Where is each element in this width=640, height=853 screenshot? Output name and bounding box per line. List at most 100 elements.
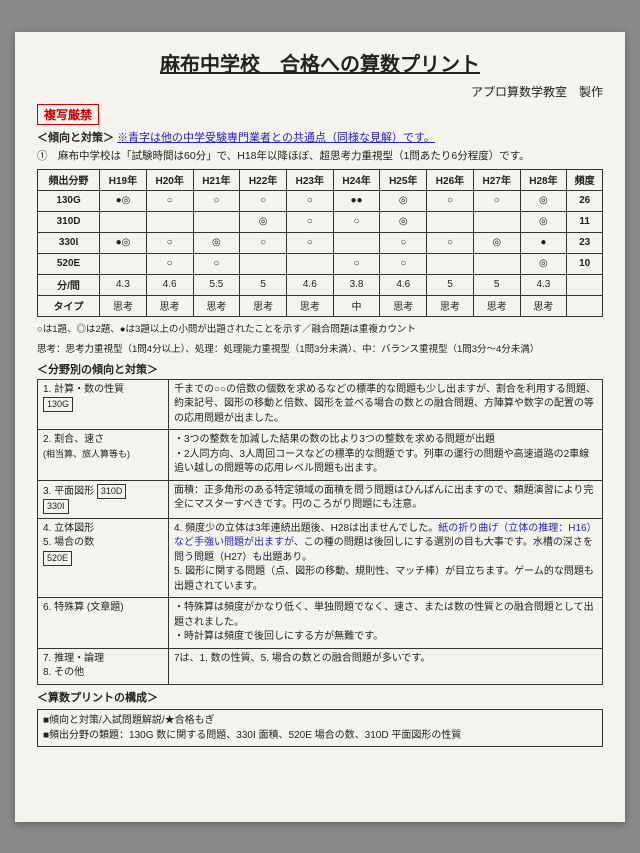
freq-data-cell: ○ bbox=[427, 232, 474, 253]
note-line-1: ① 麻布中学校は「試験時間は60分」で、H18年以降ほぼ、超思考力重視型（1問あ… bbox=[37, 148, 603, 163]
freq-data-cell: 3.8 bbox=[333, 274, 380, 295]
freq-data-cell: 4.6 bbox=[286, 274, 333, 295]
composition-heading: ＜算数プリントの構成＞ bbox=[37, 689, 603, 705]
freq-data-cell: 5 bbox=[473, 274, 520, 295]
freq-data-cell: 4.3 bbox=[520, 274, 567, 295]
freq-data-cell: ○ bbox=[286, 190, 333, 211]
freq-header-cell: H21年 bbox=[193, 169, 240, 190]
freq-data-cell: ○ bbox=[193, 190, 240, 211]
freq-data-cell: ○ bbox=[380, 232, 427, 253]
freq-data-cell: 中 bbox=[333, 295, 380, 316]
document-paper: 麻布中学校 合格への算数プリント アプロ算数学教室 製作 複写厳禁 ＜傾向と対策… bbox=[15, 32, 625, 822]
freq-header-cell: 頻度 bbox=[567, 169, 603, 190]
freq-data-cell: ○ bbox=[333, 253, 380, 274]
freq-count-cell bbox=[567, 274, 603, 295]
freq-data-cell: 5.5 bbox=[193, 274, 240, 295]
freq-data-cell: 思考 bbox=[193, 295, 240, 316]
freq-category-cell: 130G bbox=[38, 190, 100, 211]
freq-data-cell: 思考 bbox=[380, 295, 427, 316]
freq-data-cell bbox=[473, 211, 520, 232]
freq-header-cell: H19年 bbox=[100, 169, 147, 190]
trend-heading: ＜傾向と対策＞ ※青字は他の中学受験専門業者との共通点（同様な見解）です。 bbox=[37, 129, 603, 145]
freq-data-cell bbox=[427, 211, 474, 232]
freq-data-cell: ● bbox=[520, 232, 567, 253]
freq-data-cell: ●◎ bbox=[100, 232, 147, 253]
page-title: 麻布中学校 合格への算数プリント bbox=[37, 48, 603, 77]
composition-line-2: ■頻出分野の類題：130G 数に関する問題、330I 面積、520E 場合の数、… bbox=[43, 728, 597, 743]
freq-data-cell bbox=[193, 211, 240, 232]
topic-label-cell: 4. 立体図形5. 場合の数520E bbox=[38, 518, 169, 598]
topics-heading: ＜分野別の傾向と対策＞ bbox=[37, 361, 603, 377]
freq-data-cell: ◎ bbox=[193, 232, 240, 253]
credit-line: アプロ算数学教室 製作 bbox=[37, 83, 603, 100]
freq-count-cell bbox=[567, 295, 603, 316]
freq-data-cell bbox=[473, 253, 520, 274]
topic-text-cell: 面積：正多角形のある特定領域の面積を問う問題はひんぱんに出ますので、類題演習によ… bbox=[169, 480, 603, 518]
freq-header-cell: H23年 bbox=[286, 169, 333, 190]
topic-row: 3. 平面図形 310D330I面積：正多角形のある特定領域の面積を問う問題はひ… bbox=[38, 480, 603, 518]
freq-count-cell: 23 bbox=[567, 232, 603, 253]
frequency-table: 頻出分野H19年H20年H21年H22年H23年H24年H25年H26年H27年… bbox=[37, 169, 603, 317]
topic-row: 2. 割合、速さ(相当算、旅人算等も)・3つの整数を加減した結果の数の比より3つ… bbox=[38, 430, 603, 481]
copy-prohibited-stamp: 複写厳禁 bbox=[37, 104, 99, 125]
trend-blue-note: ※青字は他の中学受験専門業者との共通点（同様な見解）です。 bbox=[117, 132, 435, 144]
freq-row: 310D◎○○◎◎11 bbox=[38, 211, 603, 232]
freq-data-cell: 4.6 bbox=[146, 274, 193, 295]
freq-row: 520E○○○○◎10 bbox=[38, 253, 603, 274]
freq-data-cell: ◎ bbox=[520, 211, 567, 232]
freq-data-cell: 5 bbox=[427, 274, 474, 295]
freq-header-cell: H25年 bbox=[380, 169, 427, 190]
freq-category-cell: 310D bbox=[38, 211, 100, 232]
freq-count-cell: 26 bbox=[567, 190, 603, 211]
topic-label-cell: 7. 推理・論理8. その他 bbox=[38, 648, 169, 684]
freq-data-cell: ○ bbox=[286, 211, 333, 232]
freq-data-cell bbox=[100, 253, 147, 274]
freq-data-cell: ○ bbox=[380, 253, 427, 274]
freq-data-cell: 思考 bbox=[520, 295, 567, 316]
freq-row: 330I●◎○◎○○○○◎●23 bbox=[38, 232, 603, 253]
freq-data-cell: 4.6 bbox=[380, 274, 427, 295]
topic-row: 7. 推理・論理8. その他7は、1. 数の性質、5. 場合の数との融合問題が多… bbox=[38, 648, 603, 684]
freq-data-cell: ●● bbox=[333, 190, 380, 211]
freq-data-cell: ○ bbox=[240, 232, 287, 253]
freq-data-cell: ◎ bbox=[380, 190, 427, 211]
freq-row: 130G●◎○○○○●●◎○○◎26 bbox=[38, 190, 603, 211]
topic-label-cell: 3. 平面図形 310D330I bbox=[38, 480, 169, 518]
freq-category-cell: 分/問 bbox=[38, 274, 100, 295]
freq-data-cell: ○ bbox=[146, 253, 193, 274]
freq-data-cell bbox=[146, 211, 193, 232]
topic-text-cell: 7は、1. 数の性質、5. 場合の数との融合問題が多いです。 bbox=[169, 648, 603, 684]
freq-header-cell: H28年 bbox=[520, 169, 567, 190]
composition-box: ■傾向と対策/入試問題解説/★合格もぎ ■頻出分野の類題：130G 数に関する問… bbox=[37, 709, 603, 747]
freq-row: 分/問4.34.65.554.63.84.6554.3 bbox=[38, 274, 603, 295]
freq-data-cell bbox=[333, 232, 380, 253]
topic-text-cell: 4. 頻度少の立体は3年連続出題後、H28は出ませんでした。紙の折り曲げ（立体の… bbox=[169, 518, 603, 598]
freq-data-cell: ○ bbox=[193, 253, 240, 274]
freq-data-cell: 思考 bbox=[146, 295, 193, 316]
freq-category-cell: 330I bbox=[38, 232, 100, 253]
topic-row: 6. 特殊算 (文章題)・特殊算は頻度がかなり低く、単独問題でなく、速さ、または… bbox=[38, 598, 603, 649]
freq-category-cell: 520E bbox=[38, 253, 100, 274]
topic-row: 1. 計算・数の性質130G千までの○○の倍数の個数を求めるなどの標準的な問題も… bbox=[38, 379, 603, 430]
freq-data-cell: ○ bbox=[146, 232, 193, 253]
freq-row: タイプ思考思考思考思考思考中思考思考思考思考 bbox=[38, 295, 603, 316]
topics-table: 1. 計算・数の性質130G千までの○○の倍数の個数を求めるなどの標準的な問題も… bbox=[37, 379, 603, 685]
freq-data-cell: 思考 bbox=[100, 295, 147, 316]
composition-line-1: ■傾向と対策/入試問題解説/★合格もぎ bbox=[43, 713, 597, 728]
freq-data-cell: ○ bbox=[240, 190, 287, 211]
freq-data-cell: ◎ bbox=[520, 253, 567, 274]
freq-data-cell: ●◎ bbox=[100, 190, 147, 211]
freq-header-cell: H22年 bbox=[240, 169, 287, 190]
legend-types: 思考：思考力重視型（1問4分以上）、処理：処理能力重視型（1問3分未満）、中：バ… bbox=[37, 341, 603, 355]
freq-category-cell: タイプ bbox=[38, 295, 100, 316]
freq-count-cell: 10 bbox=[567, 253, 603, 274]
topic-label-cell: 1. 計算・数の性質130G bbox=[38, 379, 169, 430]
freq-data-cell: ◎ bbox=[380, 211, 427, 232]
freq-data-cell: 思考 bbox=[473, 295, 520, 316]
freq-header-cell: H24年 bbox=[333, 169, 380, 190]
legend-symbols: ○は1題、◎は2題、●は3題以上の小問が出題されたことを示す／融合問題は重複カウ… bbox=[37, 321, 603, 335]
freq-data-cell: 5 bbox=[240, 274, 287, 295]
topic-row: 4. 立体図形5. 場合の数520E4. 頻度少の立体は3年連続出題後、H28は… bbox=[38, 518, 603, 598]
freq-data-cell bbox=[286, 253, 333, 274]
freq-header-cell: H26年 bbox=[427, 169, 474, 190]
